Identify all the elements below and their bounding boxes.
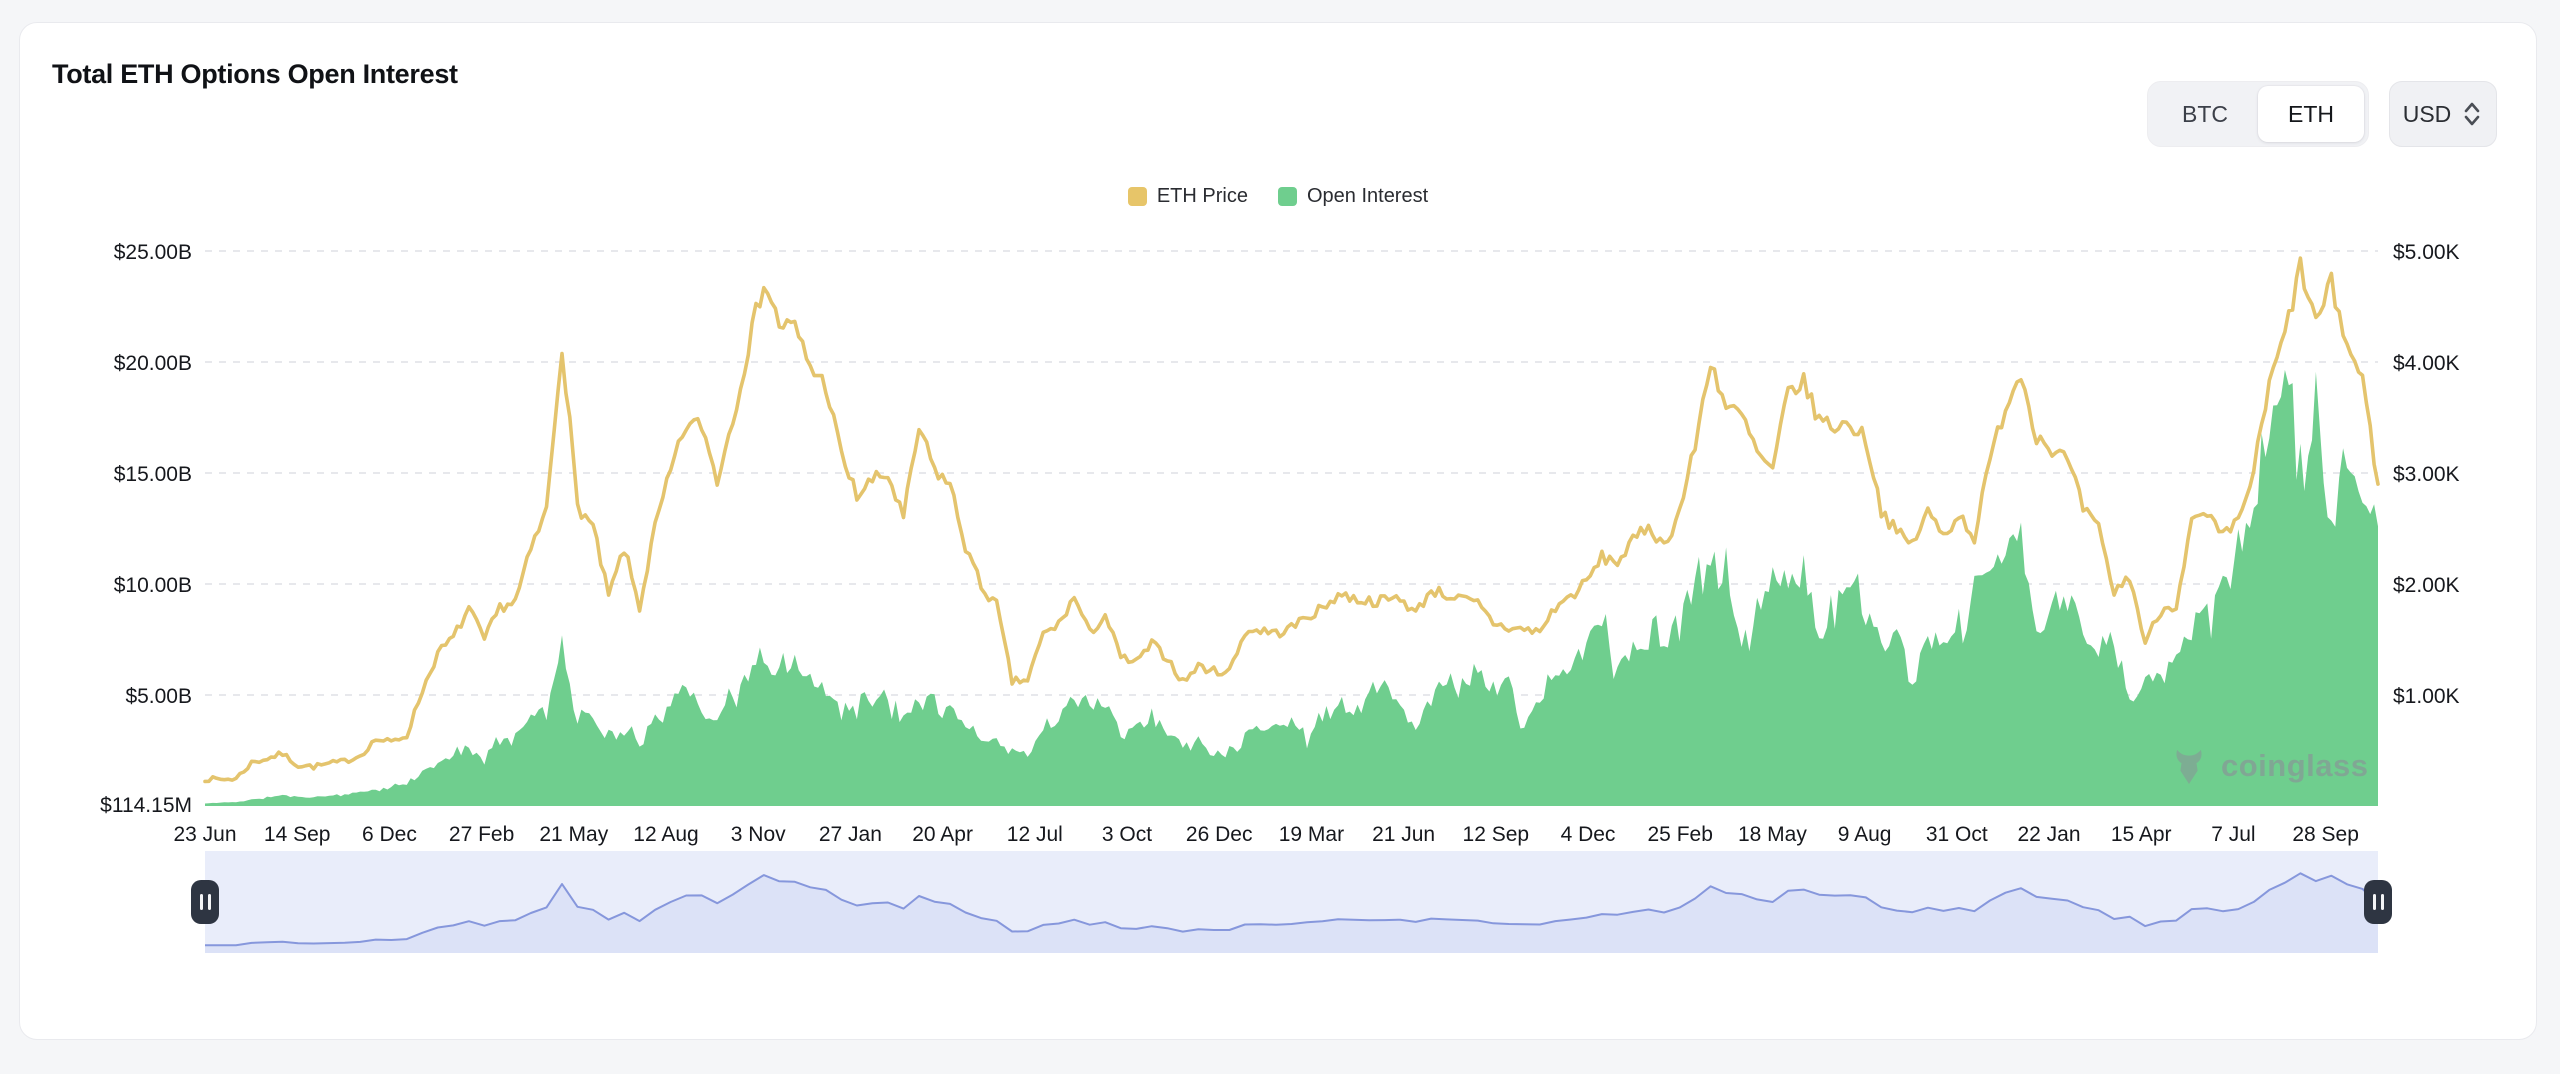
y-axis-label-right: $1.00K: [2393, 685, 2460, 708]
x-axis-label: 28 Sep: [2292, 823, 2359, 846]
x-axis-label: 4 Dec: [1561, 823, 1616, 846]
legend-label-open-interest: Open Interest: [1306, 185, 1429, 207]
x-axis-label: 26 Dec: [1186, 823, 1253, 846]
x-axis-label: 3 Nov: [731, 823, 786, 846]
x-axis-label: 12 Sep: [1463, 823, 1530, 846]
eth-price-line: [203, 256, 2380, 784]
y-axis-label-left: $20.00B: [114, 352, 192, 375]
y-axis-label-right: $4.00K: [2393, 352, 2460, 375]
x-axis-label: 21 May: [539, 823, 608, 846]
x-axis-label: 19 Mar: [1279, 823, 1344, 846]
legend: ETH Price Open Interest: [20, 185, 2536, 208]
y-axis-label-right: $5.00K: [2393, 241, 2460, 264]
navigator-right-handle[interactable]: [2364, 880, 2392, 924]
coin-toggle-btc[interactable]: BTC: [2152, 86, 2258, 142]
legend-item-open-interest[interactable]: Open Interest: [1277, 185, 1429, 208]
x-axis-label: 22 Jan: [2017, 823, 2080, 846]
x-axis-label: 23 Jun: [173, 823, 236, 846]
navigator-area: [205, 873, 2378, 953]
chart-canvas: $25.00B $5.00K $20.00B $4.00K $15.00B $3.00K $…: [100, 241, 2460, 953]
chart-card: $25.00B $5.00K $20.00B $4.00K $15.00B $3.00K $…: [19, 22, 2537, 1040]
legend-label-eth-price: ETH Price: [1156, 185, 1248, 207]
navigator-line: [204, 872, 2379, 947]
currency-value: USD: [2402, 100, 2452, 127]
x-axis-label: 7 Jul: [2211, 823, 2255, 846]
legend-item-eth-price[interactable]: ETH Price: [1127, 185, 1248, 208]
x-axis-label: 9 Aug: [1838, 823, 1892, 846]
x-axis-label: 27 Jan: [819, 823, 882, 846]
x-axis-label: 31 Oct: [1926, 823, 1988, 846]
x-axis-label: 20 Apr: [912, 823, 973, 846]
x-axis-label: 12 Jul: [1007, 823, 1063, 846]
y-axis-label-left: $10.00B: [114, 574, 192, 597]
x-axis-label: 27 Feb: [449, 823, 514, 846]
coin-toggle: BTC ETH: [2147, 81, 2369, 147]
navigator-left-handle[interactable]: [191, 880, 219, 924]
coin-toggle-eth[interactable]: ETH: [2258, 86, 2364, 142]
y-axis-label-right: $2.00K: [2393, 574, 2460, 597]
open-interest-swatch-icon: [1277, 187, 1297, 206]
y-axis-label-right: $3.00K: [2393, 463, 2460, 486]
header-controls: BTC ETH USD: [2147, 81, 2497, 147]
open-interest-area: [205, 369, 2378, 806]
y-axis-label-left: $25.00B: [114, 241, 192, 264]
x-axis-label: 18 May: [1738, 823, 1807, 846]
x-axis-label: 6 Dec: [362, 823, 417, 846]
eth-price-swatch-icon: [1127, 187, 1147, 206]
y-axis-min-label: $114.15M: [100, 794, 192, 817]
y-axis-label-left: $5.00B: [125, 685, 192, 708]
x-axis-label: 25 Feb: [1648, 823, 1713, 846]
x-axis-label: 15 Apr: [2111, 823, 2172, 846]
x-axis-label: 12 Aug: [633, 823, 698, 846]
page-title: Total ETH Options Open Interest: [52, 59, 458, 89]
x-axis-label: 3 Oct: [1102, 823, 1152, 846]
y-axis-label-left: $15.00B: [114, 463, 192, 486]
chevron-up-down-icon: [2464, 102, 2480, 126]
currency-select[interactable]: USD: [2389, 81, 2497, 147]
plot-hover-area[interactable]: [205, 251, 2378, 806]
x-axis-label: 14 Sep: [264, 823, 331, 846]
x-axis-label: 21 Jun: [1372, 823, 1435, 846]
